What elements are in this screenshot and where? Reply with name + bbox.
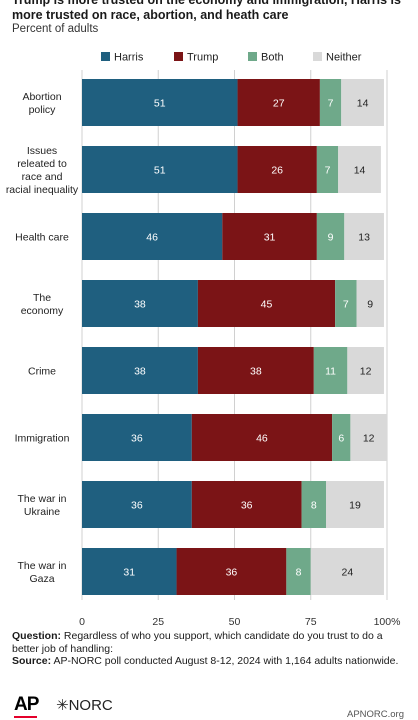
category-label: Abortion policy bbox=[22, 91, 61, 116]
bar-segment-neither bbox=[347, 347, 384, 394]
bar-segment-harris bbox=[82, 79, 238, 126]
data-label: 11 bbox=[325, 366, 336, 378]
data-label: 19 bbox=[349, 500, 361, 512]
bar-segment-harris bbox=[82, 213, 223, 260]
data-label: 24 bbox=[342, 567, 354, 579]
source-text: AP-NORC poll conducted August 8-12, 2024… bbox=[53, 655, 399, 668]
data-label: 6 bbox=[338, 433, 344, 445]
category-label: Issues releated to race and racial inequali… bbox=[6, 145, 79, 196]
data-label: 12 bbox=[360, 366, 372, 378]
bar-segment-both bbox=[316, 146, 339, 193]
bar-segment-both bbox=[301, 481, 326, 528]
x-tick-label: 50 bbox=[229, 616, 241, 628]
data-label: 7 bbox=[343, 299, 349, 311]
data-label: 51 bbox=[154, 165, 166, 177]
chart-subtitle: Percent of adults bbox=[12, 23, 99, 35]
bar-segment-both bbox=[313, 347, 348, 394]
x-tick-label: 75 bbox=[305, 616, 317, 628]
bar-segment-trump bbox=[222, 213, 317, 260]
bar-segment-neither bbox=[338, 146, 381, 193]
bar-segment-harris bbox=[82, 347, 198, 394]
bar-segment-trump bbox=[176, 548, 287, 595]
data-label: 31 bbox=[264, 232, 276, 244]
bar-segment-harris bbox=[82, 414, 192, 461]
data-label: 12 bbox=[363, 433, 375, 445]
site-url: APNORC.org bbox=[346, 709, 404, 720]
bar-segment-trump bbox=[237, 79, 320, 126]
legend-swatch bbox=[313, 52, 322, 61]
bar-segment-both bbox=[332, 414, 351, 461]
bar-segment-neither bbox=[356, 280, 384, 327]
data-label: 7 bbox=[325, 165, 331, 177]
ap-logo: AP bbox=[14, 694, 39, 718]
question-label: Question: bbox=[12, 630, 61, 642]
legend-swatch bbox=[174, 52, 183, 61]
data-label: 9 bbox=[328, 232, 334, 244]
category-label: Immigration bbox=[15, 433, 70, 445]
data-label: 8 bbox=[296, 567, 302, 579]
legend-swatch bbox=[101, 52, 110, 61]
stacked-bar-chart: 0 25 50 75 100% Harris Trump Both Neither Abortio… bbox=[6, 52, 401, 629]
x-tick-label: 100% bbox=[374, 616, 401, 628]
bar-segment-trump bbox=[197, 347, 314, 394]
bar-segment-both bbox=[286, 548, 311, 595]
category-label: The war in Ukraine bbox=[17, 493, 66, 518]
data-label: 14 bbox=[357, 98, 369, 110]
legend-label: Trump bbox=[187, 52, 218, 64]
legend-label: Both bbox=[261, 52, 284, 64]
bar-segment-both bbox=[319, 79, 342, 126]
bar-segment-trump bbox=[191, 414, 333, 461]
data-label: 46 bbox=[256, 433, 268, 445]
category-label: Health care bbox=[15, 232, 69, 244]
bar-segment-harris bbox=[82, 280, 198, 327]
data-label: 13 bbox=[358, 232, 370, 244]
data-label: 26 bbox=[271, 165, 283, 177]
question-note: Question: Regardless of who you support,… bbox=[12, 630, 408, 655]
source-note: Source: AP-NORC poll conducted August 8-… bbox=[12, 655, 408, 668]
data-label: 14 bbox=[354, 165, 366, 177]
category-label: The economy bbox=[21, 292, 64, 317]
legend-label: Neither bbox=[326, 52, 362, 64]
data-label: 8 bbox=[311, 500, 317, 512]
bar-segment-trump bbox=[197, 280, 336, 327]
data-label: 38 bbox=[134, 299, 146, 311]
legend-label: Harris bbox=[114, 52, 144, 64]
bar-segment-neither bbox=[344, 213, 384, 260]
bar-segment-both bbox=[316, 213, 345, 260]
bar-segment-trump bbox=[237, 146, 317, 193]
chart-notes: Question: Regardless of who you support,… bbox=[12, 630, 408, 668]
bar-segment-trump bbox=[191, 481, 302, 528]
bar-segment-both bbox=[335, 280, 357, 327]
data-label: 9 bbox=[367, 299, 373, 311]
question-text: Regardless of who you support, which can… bbox=[12, 630, 383, 655]
category-label: The war in Gaza bbox=[17, 560, 66, 585]
data-label: 36 bbox=[226, 567, 238, 579]
bar-segment-harris bbox=[82, 146, 238, 193]
source-label: Source: bbox=[12, 655, 52, 668]
data-label: 27 bbox=[273, 98, 285, 110]
data-label: 51 bbox=[154, 98, 166, 110]
bar-segment-neither bbox=[326, 481, 384, 528]
norc-logo: ✳NORC bbox=[56, 697, 113, 714]
data-label: 45 bbox=[261, 299, 273, 311]
data-label: 38 bbox=[250, 366, 262, 378]
legend-swatch bbox=[248, 52, 257, 61]
data-label: 7 bbox=[328, 98, 334, 110]
x-tick-label: 0 bbox=[79, 616, 85, 628]
chart-title: Trump is more trusted on the economy and… bbox=[12, 0, 401, 22]
bar-segment-harris bbox=[82, 548, 177, 595]
bar-segment-neither bbox=[350, 414, 387, 461]
x-tick-label: 25 bbox=[152, 616, 164, 628]
category-label: Crime bbox=[28, 366, 56, 378]
bar-segment-neither bbox=[310, 548, 384, 595]
data-label: 38 bbox=[134, 366, 146, 378]
data-label: 36 bbox=[131, 433, 143, 445]
bar-segment-neither bbox=[341, 79, 384, 126]
data-label: 36 bbox=[131, 500, 143, 512]
data-label: 46 bbox=[146, 232, 158, 244]
data-label: 31 bbox=[123, 567, 135, 579]
bar-segment-harris bbox=[82, 481, 192, 528]
data-label: 36 bbox=[241, 500, 253, 512]
